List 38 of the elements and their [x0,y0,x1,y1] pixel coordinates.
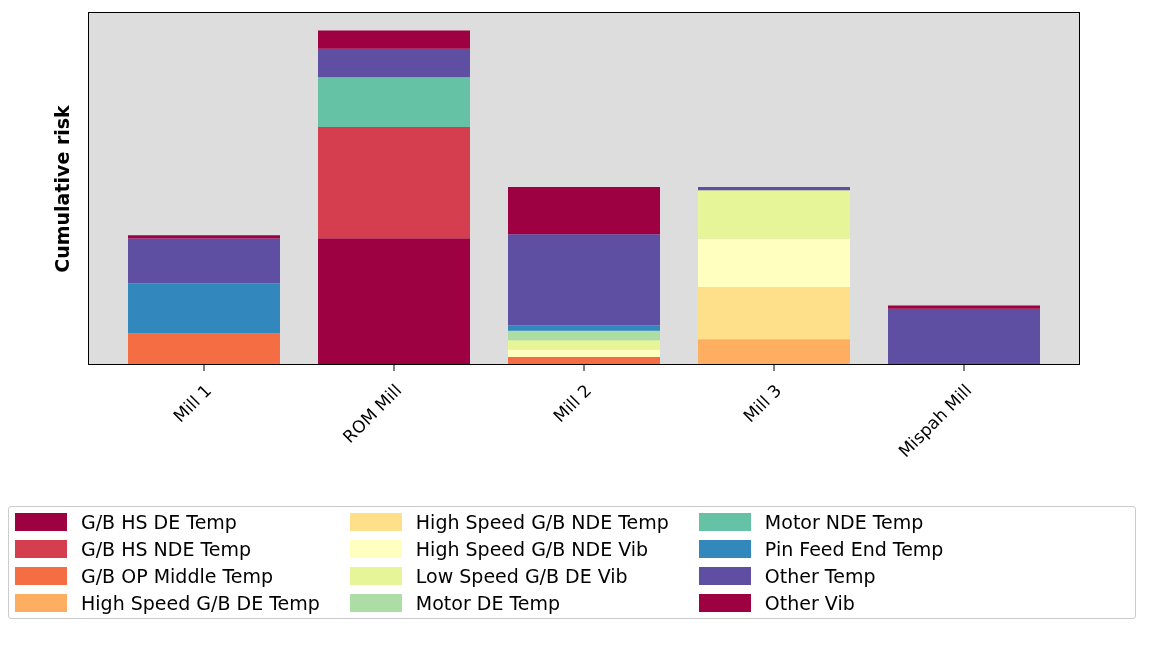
legend-label: Motor NDE Temp [764,511,924,533]
bar [128,238,280,284]
legend-label: G/B HS DE Temp [81,511,237,533]
legend-label: G/B HS NDE Temp [81,538,252,560]
legend-label: Other Temp [764,565,876,587]
bar [128,333,280,365]
legend-label: Low Speed G/B DE Vib [415,565,628,587]
bar [318,30,470,49]
bar [698,339,850,365]
bar [888,308,1040,365]
legend-label: G/B OP Middle Temp [81,565,274,587]
bar [508,340,660,350]
bar [508,234,660,326]
legend-label: Other Vib [764,592,855,614]
bar [128,235,280,239]
bar [508,349,660,357]
x-tick-label: Mill 1 [169,380,216,427]
bar [698,186,850,191]
legend-label: High Speed G/B DE Temp [81,592,320,614]
legend-label: High Speed G/B NDE Vib [415,538,649,560]
legend-label: Pin Feed End Temp [764,538,944,560]
legend-label: Motor DE Temp [415,592,561,614]
bar [888,305,1040,309]
bar [128,283,280,334]
bar [508,325,660,331]
x-tick-label: Mill 2 [549,380,596,427]
legend-label: High Speed G/B NDE Temp [415,511,669,533]
bar [698,287,850,340]
bar [508,330,660,341]
bar [318,238,470,365]
bar [698,238,850,288]
bar [318,127,470,239]
bar [318,48,470,78]
x-tick-label: Mill 3 [739,380,786,427]
y-axis-title: Cumulative risk [51,104,73,273]
bar [698,190,850,239]
bar [508,186,660,235]
bar [318,77,470,128]
